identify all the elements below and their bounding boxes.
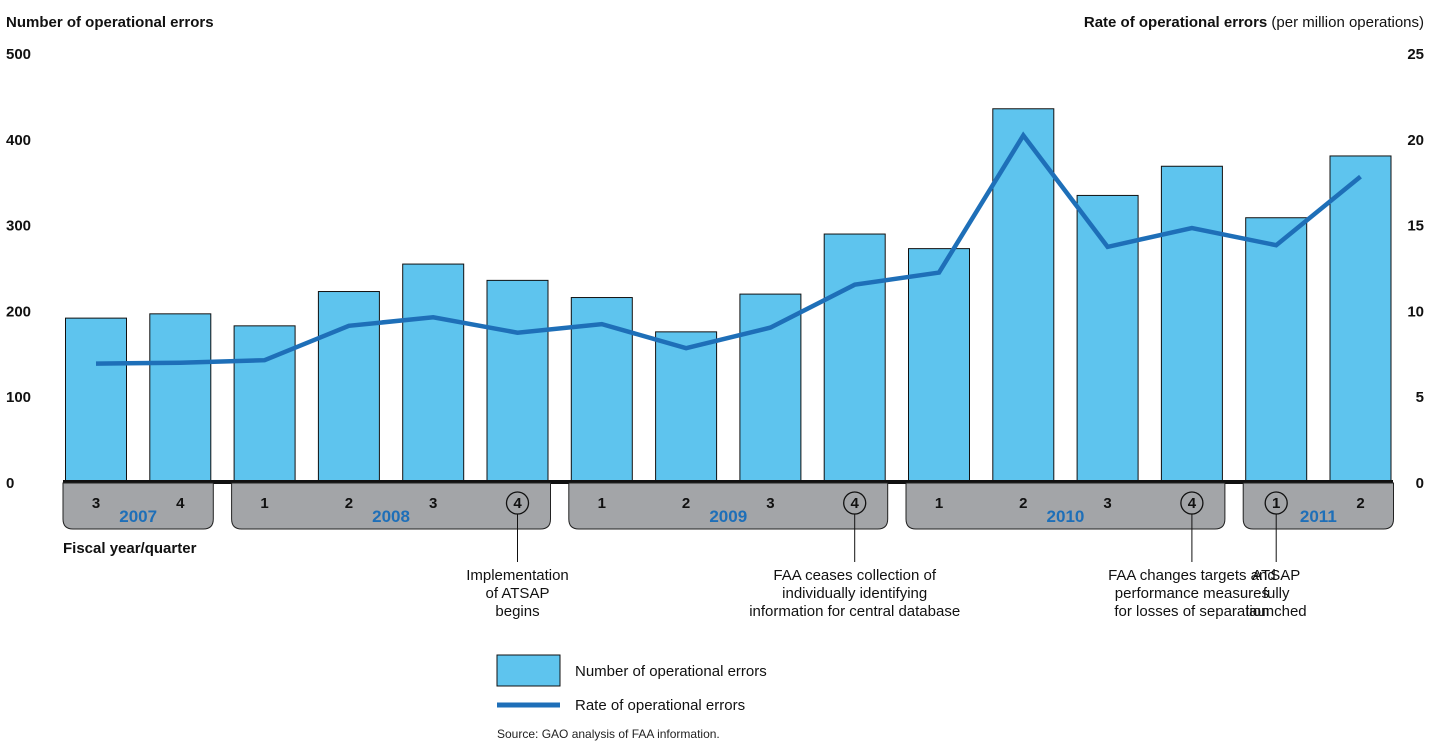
bar <box>908 248 970 483</box>
quarter-label: 4 <box>176 495 185 512</box>
bar <box>486 279 549 483</box>
bar <box>402 263 465 483</box>
annotations: Implementation of ATSAP begins FAA ceases c… <box>466 514 1307 620</box>
bar <box>1160 165 1223 483</box>
left-axis-title: Number of operational errors <box>6 14 214 31</box>
year-group-box <box>231 482 551 530</box>
year-group-box <box>905 482 1226 530</box>
year-quarter-axis: 2007 2008 2009 2010 2011 3 4 1 2 3 4 1 2 3 4 1 2 3 4 1 2 <box>62 482 1394 530</box>
quarter-label: 1 <box>598 495 606 512</box>
annotation-line: information for central database <box>749 603 960 620</box>
right-tick-label: 15 <box>1407 218 1424 235</box>
left-tick-label: 300 <box>6 218 31 235</box>
year-label: 2009 <box>709 507 747 526</box>
year-group-box <box>62 482 214 530</box>
annotation-text: ATSAP fully launched <box>1246 567 1307 620</box>
bar <box>65 317 127 483</box>
annotation-line: fully <box>1263 585 1290 602</box>
year-group-box <box>568 482 889 530</box>
bar <box>1245 217 1308 483</box>
annotation-line: FAA changes targets and <box>1108 567 1276 584</box>
left-tick-label: 200 <box>6 303 31 320</box>
right-axis-title-unit: (per million operations) <box>1267 14 1424 31</box>
source-note: Source: GAO analysis of FAA information. <box>497 727 720 741</box>
quarter-label: 1 <box>1272 495 1280 512</box>
left-tick-label: 0 <box>6 475 14 492</box>
rate-line <box>95 131 1362 366</box>
quarter-label: 3 <box>766 495 774 512</box>
annotation-line: launched <box>1246 603 1307 620</box>
bar <box>317 291 380 483</box>
annotation-line: of ATSAP <box>486 585 550 602</box>
legend-bar-label: Number of operational errors <box>575 663 767 680</box>
bar <box>739 293 802 483</box>
legend: Number of operational errors Rate of ope… <box>496 654 767 714</box>
bar-series <box>65 108 1392 483</box>
quarter-label: 3 <box>92 495 100 512</box>
annotation-line: begins <box>495 603 539 620</box>
bar <box>1329 155 1392 483</box>
quarter-label: 2 <box>1356 495 1364 512</box>
year-label: 2010 <box>1047 507 1085 526</box>
year-group-box <box>1242 482 1394 530</box>
x-axis-title: Fiscal year/quarter <box>63 540 197 557</box>
right-tick-label: 10 <box>1407 303 1424 320</box>
left-tick-label: 400 <box>6 132 31 149</box>
annotation-line: for losses of separation <box>1114 603 1269 620</box>
annotation-text: FAA changes targets and performance measu… <box>1108 567 1276 620</box>
quarter-label: 4 <box>851 495 860 512</box>
legend-line-label: Rate of operational errors <box>575 697 745 714</box>
right-tick-label: 0 <box>1416 475 1424 492</box>
right-axis-title-bold: Rate of operational errors <box>1084 14 1267 31</box>
bar <box>149 313 212 483</box>
legend-bar-swatch <box>496 654 561 687</box>
quarter-label: 2 <box>1019 495 1027 512</box>
annotation-line: ATSAP <box>1252 567 1300 584</box>
left-axis-ticks: 0 100 200 300 400 500 <box>6 46 31 492</box>
quarter-label: 1 <box>260 495 268 512</box>
right-axis-title: Rate of operational errors (per million … <box>1084 14 1424 31</box>
right-tick-label: 20 <box>1407 132 1424 149</box>
bar <box>655 331 718 483</box>
line-series <box>95 131 1362 366</box>
year-label: 2008 <box>372 507 410 526</box>
quarter-label: 1 <box>935 495 943 512</box>
year-label: 2007 <box>119 507 157 526</box>
quarter-label: 3 <box>1103 495 1111 512</box>
annotation-text: FAA ceases collection of individually ide… <box>749 567 960 620</box>
quarter-label: 4 <box>513 495 522 512</box>
right-axis-ticks: 0 5 10 15 20 25 <box>1407 46 1424 492</box>
quarter-label: 3 <box>429 495 437 512</box>
annotation-line: FAA ceases collection of <box>773 567 936 584</box>
annotation-line: individually identifying <box>782 585 927 602</box>
quarter-label: 2 <box>345 495 353 512</box>
annotation-line: Implementation <box>466 567 569 584</box>
annotation-text: Implementation of ATSAP begins <box>466 567 569 620</box>
bar <box>823 233 886 483</box>
left-tick-label: 100 <box>6 389 31 406</box>
annotation-line: performance measures <box>1115 585 1269 602</box>
quarter-label: 4 <box>1188 495 1197 512</box>
bar <box>1076 194 1139 483</box>
right-tick-label: 5 <box>1416 389 1424 406</box>
year-label: 2011 <box>1300 507 1337 526</box>
quarter-label: 2 <box>682 495 690 512</box>
right-tick-label: 25 <box>1407 46 1424 63</box>
left-tick-label: 500 <box>6 46 31 63</box>
